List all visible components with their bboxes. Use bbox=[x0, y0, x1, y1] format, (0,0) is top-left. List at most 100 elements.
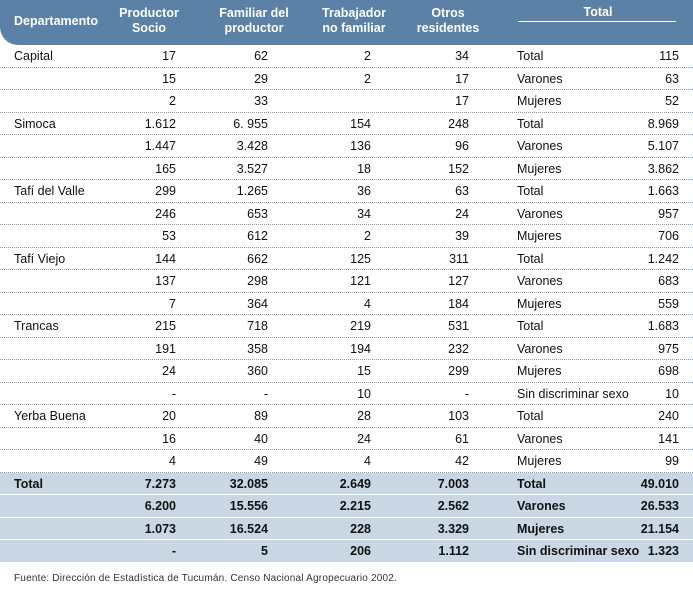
total-value-cell: 683 bbox=[658, 274, 679, 288]
row-separator bbox=[0, 179, 693, 180]
productor-cell: 215 bbox=[155, 319, 176, 333]
total-label-cell: Mujeres bbox=[517, 521, 565, 536]
total-value-cell: 1.323 bbox=[647, 544, 679, 558]
total-value-cell: 698 bbox=[658, 364, 679, 378]
otros-cell: 232 bbox=[448, 341, 469, 356]
row-separator bbox=[0, 471, 693, 473]
trabajador-cell: 121 bbox=[350, 274, 371, 288]
department-cell: Tafí del Valle bbox=[14, 184, 85, 198]
familiar-cell: 5 bbox=[261, 544, 268, 558]
familiar-cell: 298 bbox=[247, 274, 268, 288]
productor-cell: 16 bbox=[162, 431, 176, 446]
otros-cell: 248 bbox=[448, 116, 469, 131]
trabajador-cell: 194 bbox=[350, 341, 371, 356]
table-row: Tafí Viejo 144 662 125 311 Total 1.242 bbox=[0, 248, 693, 270]
trabajador-cell: 18 bbox=[357, 161, 371, 176]
total-value-cell: 21.154 bbox=[640, 521, 679, 536]
trabajador-cell: 2.649 bbox=[339, 476, 371, 491]
productor-cell: 165 bbox=[155, 161, 176, 176]
otros-cell: 152 bbox=[448, 161, 469, 176]
trabajador-cell: 15 bbox=[357, 364, 371, 378]
table-row: 165 3.527 18 152 Mujeres 3.862 bbox=[0, 158, 693, 180]
trabajador-cell: 24 bbox=[357, 431, 371, 446]
familiar-cell: 16.524 bbox=[229, 521, 268, 536]
total-value-cell: 26.533 bbox=[640, 499, 679, 513]
trabajador-cell: 2 bbox=[364, 49, 371, 63]
otros-cell: 17 bbox=[455, 94, 469, 108]
total-label-cell: Mujeres bbox=[517, 229, 562, 243]
total-label-cell: Varones bbox=[517, 499, 566, 513]
total-label-cell: Total bbox=[517, 476, 546, 491]
table-row: 16 40 24 61 Varones 141 bbox=[0, 428, 693, 450]
trabajador-cell: 2.215 bbox=[339, 499, 371, 513]
otros-cell: 127 bbox=[448, 274, 469, 288]
row-separator bbox=[0, 381, 693, 383]
total-label-cell: Mujeres bbox=[517, 94, 562, 108]
department-cell: Simoca bbox=[14, 116, 56, 131]
total-value-cell: 10 bbox=[665, 386, 679, 401]
row-separator bbox=[0, 539, 693, 540]
otros-cell: 61 bbox=[455, 431, 469, 446]
total-value-cell: 3.862 bbox=[647, 161, 679, 176]
row-separator bbox=[0, 134, 693, 135]
familiar-cell: 33 bbox=[254, 94, 268, 108]
familiar-cell: 15.556 bbox=[229, 499, 268, 513]
total-value-cell: 706 bbox=[658, 229, 679, 243]
total-label-cell: Total bbox=[517, 49, 544, 63]
header-familiar: Familiar del productor bbox=[219, 6, 289, 35]
row-separator bbox=[0, 224, 693, 225]
productor-cell: 1.447 bbox=[144, 139, 176, 153]
productor-cell: 15 bbox=[162, 71, 176, 86]
otros-cell: 103 bbox=[448, 409, 469, 423]
productor-cell: 144 bbox=[155, 251, 176, 266]
total-label-cell: Mujeres bbox=[517, 296, 562, 311]
familiar-cell: 40 bbox=[254, 431, 268, 446]
summary-row: Total 7.273 32.085 2.649 7.003 Total 49.010 bbox=[0, 472, 693, 495]
familiar-cell: 6. 955 bbox=[233, 116, 268, 131]
otros-cell: - bbox=[464, 386, 469, 401]
familiar-cell: 653 bbox=[247, 206, 268, 221]
trabajador-cell: 34 bbox=[357, 206, 371, 221]
familiar-cell: 364 bbox=[247, 296, 268, 311]
familiar-cell: 360 bbox=[247, 364, 268, 378]
total-value-cell: 49.010 bbox=[640, 476, 679, 491]
row-separator bbox=[0, 201, 693, 203]
table-row: 24 360 15 299 Mujeres 698 bbox=[0, 360, 693, 383]
department-cell: Total bbox=[14, 476, 43, 491]
otros-cell: 7.003 bbox=[437, 476, 469, 491]
trabajador-cell: 4 bbox=[364, 296, 371, 311]
table-row: 137 298 121 127 Varones 683 bbox=[0, 270, 693, 293]
row-separator bbox=[0, 246, 693, 248]
total-value-cell: 1.683 bbox=[647, 319, 679, 333]
total-label-cell: Sin discriminar sexo bbox=[517, 544, 640, 558]
total-label-cell: Total bbox=[517, 116, 544, 131]
table-row: Simoca 1.612 6. 955 154 248 Total 8.969 bbox=[0, 113, 693, 135]
table-header: Departamento Productor Socio Familiar de… bbox=[0, 0, 693, 45]
table-row: 7 364 4 184 Mujeres 559 bbox=[0, 293, 693, 315]
productor-cell: 299 bbox=[155, 184, 176, 198]
total-label-cell: Total bbox=[517, 409, 544, 423]
otros-cell: 63 bbox=[455, 184, 469, 198]
familiar-cell: 3.527 bbox=[236, 161, 268, 176]
trabajador-cell: 219 bbox=[350, 319, 371, 333]
trabajador-cell: 36 bbox=[357, 184, 371, 198]
header-trabajador: Trabajador no familiar bbox=[322, 6, 386, 35]
department-cell: Trancas bbox=[14, 319, 59, 333]
total-label-cell: Mujeres bbox=[517, 364, 562, 378]
familiar-cell: 49 bbox=[254, 454, 268, 468]
row-separator bbox=[0, 494, 693, 495]
row-separator bbox=[0, 449, 693, 450]
header-total: Total bbox=[583, 5, 613, 19]
table-row: 53 612 2 39 Mujeres 706 bbox=[0, 225, 693, 248]
productor-cell: 137 bbox=[155, 274, 176, 288]
total-value-cell: 957 bbox=[658, 206, 679, 221]
productor-cell: - bbox=[171, 386, 176, 401]
otros-cell: 299 bbox=[448, 364, 469, 378]
source-note: Fuente: Dirección de Estadística de Tucu… bbox=[14, 573, 398, 584]
trabajador-cell: 28 bbox=[357, 409, 371, 423]
total-label-cell: Varones bbox=[517, 71, 563, 86]
otros-cell: 34 bbox=[455, 49, 469, 63]
table-row: Capital 17 62 2 34 Total 115 bbox=[0, 45, 693, 68]
productor-cell: 6.200 bbox=[144, 499, 176, 513]
